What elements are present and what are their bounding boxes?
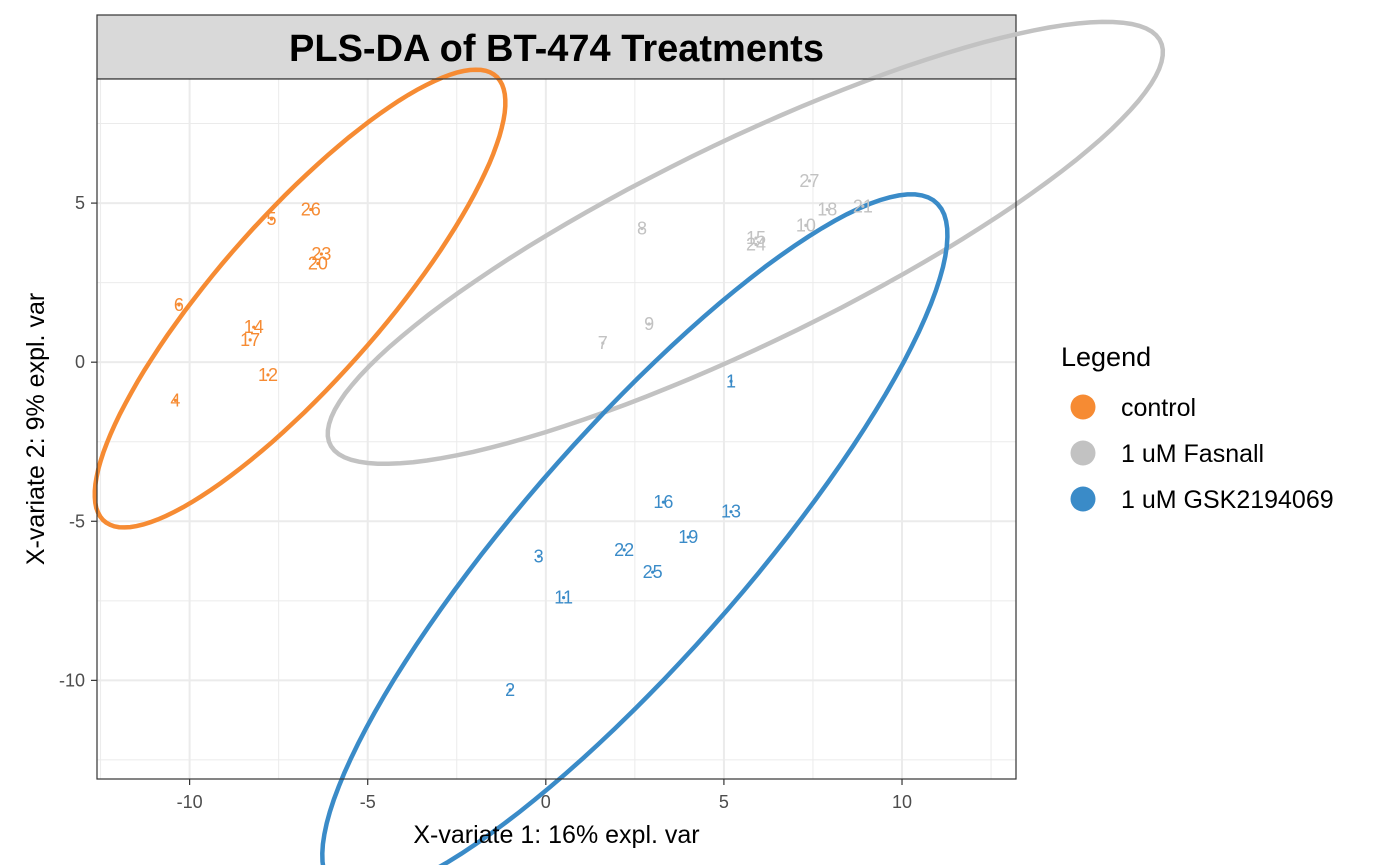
point-label: 25 (643, 562, 663, 582)
point-label: 18 (817, 199, 837, 219)
point-label: 21 (853, 196, 873, 216)
y-tick-label: 0 (75, 352, 85, 372)
data-point (622, 548, 626, 552)
point-label: 3 (534, 546, 544, 566)
data-point (316, 261, 320, 266)
legend-key (1070, 440, 1096, 466)
data-point (508, 688, 512, 692)
x-tick-label: 10 (892, 792, 912, 812)
y-axis-title: X-variate 2: 9% expl. var (22, 293, 50, 565)
data-point (754, 236, 758, 240)
ellipse-1-um-fasnall (325, 19, 1166, 467)
legend-key (1070, 394, 1096, 420)
point-label: 19 (678, 527, 698, 547)
point-label: 8 (637, 219, 647, 239)
data-point (661, 500, 665, 504)
point-label: 11 (554, 588, 573, 608)
point-label: 27 (799, 171, 819, 191)
legend-label: 1 uM GSK2194069 (1121, 486, 1334, 514)
legend-label: 1 uM Fasnall (1121, 440, 1264, 468)
plot-border (96, 78, 1017, 780)
point-label: 10 (796, 215, 816, 235)
legend-key (1070, 486, 1096, 512)
ellipse-1-um-gsk2194069 (320, 192, 950, 865)
x-axis: -10 -5 0 5 10 (177, 779, 912, 812)
x-tick-label: -5 (360, 792, 376, 812)
title-strip (96, 14, 1017, 80)
point-label: 1 (726, 371, 736, 391)
data-point (309, 207, 313, 212)
point-label: 20 (308, 254, 328, 274)
data-point (319, 252, 324, 256)
point-label: 23 (311, 244, 331, 264)
point-label: 7 (598, 333, 608, 353)
legend-label: control (1121, 394, 1196, 422)
point-label: 14 (244, 317, 264, 337)
y-tick-label: 5 (75, 193, 85, 213)
point-label: 9 (644, 314, 654, 334)
point-label: 12 (258, 365, 278, 385)
point-label: 5 (267, 209, 277, 229)
data-point (861, 204, 865, 208)
x-axis-title: X-variate 1: 16% expl. var (413, 821, 699, 849)
point-label: 6 (174, 295, 184, 315)
data-point (601, 341, 605, 345)
confidence-ellipses (92, 19, 1166, 865)
x-tick-label: 5 (719, 792, 729, 812)
data-point (651, 570, 655, 574)
data-point (177, 303, 181, 307)
data-point (537, 554, 541, 558)
data-point (269, 217, 274, 221)
minor-gridlines (97, 79, 1016, 779)
chart-title: PLS-DA of BT-474 Treatments (289, 28, 824, 70)
point-label: 15 (746, 228, 766, 248)
y-tick-label: -10 (59, 670, 85, 690)
data-point (562, 596, 566, 600)
data-point (266, 373, 270, 377)
data-point (754, 242, 758, 247)
point-label: 4 (170, 390, 180, 410)
data-point (807, 179, 812, 183)
data-point (173, 398, 177, 402)
point-label: 24 (746, 234, 766, 254)
x-tick-label: -10 (177, 792, 203, 812)
ellipse-control (92, 67, 508, 530)
data-point (647, 322, 651, 326)
data-point (640, 226, 644, 231)
legend: Legend control 1 uM Fasnall 1 uM GSK219406… (1061, 342, 1334, 514)
y-axis: -10 -5 0 5 (59, 193, 97, 690)
data-point (825, 207, 829, 212)
y-tick-label: -5 (69, 511, 85, 531)
data-point (729, 510, 733, 514)
point-label: 2 (505, 680, 515, 700)
point-label: 22 (614, 540, 634, 560)
major-gridlines (97, 79, 1016, 779)
x-tick-label: 0 (541, 792, 551, 812)
legend-title: Legend (1061, 342, 1151, 372)
data-point (686, 535, 690, 539)
point-label: 26 (301, 199, 321, 219)
data-point (729, 379, 733, 383)
data-point (804, 223, 808, 227)
data-point (248, 338, 252, 342)
point-label: 17 (240, 330, 260, 350)
data-point (252, 325, 256, 329)
point-label: 13 (721, 502, 741, 522)
point-label: 16 (653, 492, 673, 512)
